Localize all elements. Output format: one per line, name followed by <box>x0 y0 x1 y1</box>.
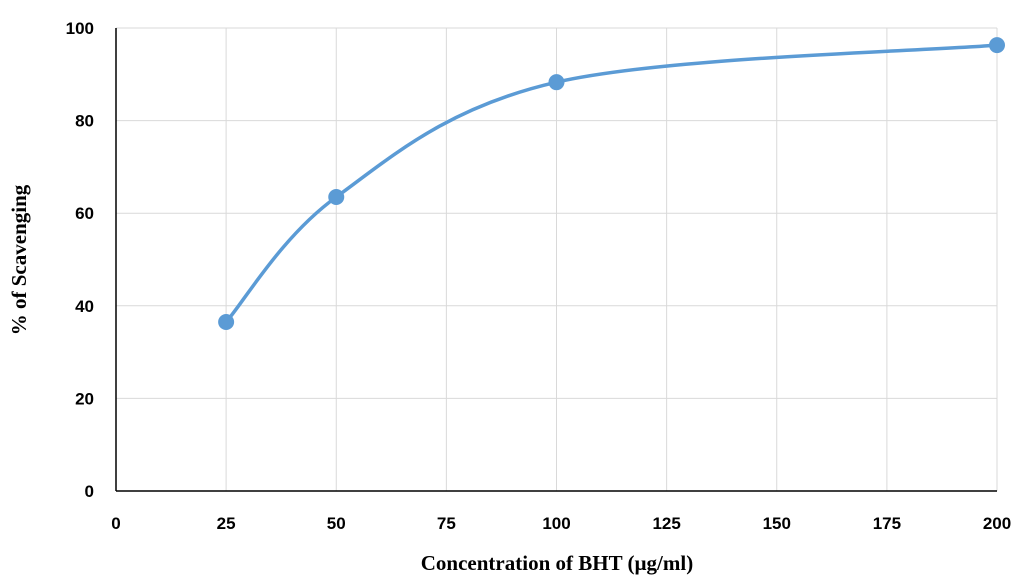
x-tick-label: 25 <box>217 514 236 533</box>
tick-labels: 0 20 40 60 80 100 0 25 50 75 100 125 150 175 200 <box>66 19 1012 533</box>
x-tick-label: 100 <box>542 514 570 533</box>
x-tick-label: 150 <box>763 514 791 533</box>
y-tick-label: 0 <box>85 482 94 501</box>
data-point <box>548 74 565 91</box>
x-tick-label: 50 <box>327 514 346 533</box>
x-tick-label: 125 <box>652 514 680 533</box>
y-tick-label: 100 <box>66 19 94 38</box>
x-tick-label: 200 <box>983 514 1011 533</box>
y-axis-title: % of Scavenging <box>7 184 31 335</box>
data-point <box>218 314 235 331</box>
y-tick-label: 40 <box>75 297 94 316</box>
x-tick-label: 75 <box>437 514 456 533</box>
series <box>218 37 1005 331</box>
y-tick-label: 60 <box>75 204 94 223</box>
axes <box>115 28 997 492</box>
data-point <box>328 188 345 205</box>
y-tick-label: 80 <box>75 112 94 131</box>
data-point <box>989 37 1005 54</box>
x-axis-title: Concentration of BHT (µg/ml) <box>421 551 693 575</box>
x-tick-label: 0 <box>111 514 120 533</box>
grid <box>116 27 998 491</box>
x-tick-label: 175 <box>873 514 901 533</box>
y-tick-label: 20 <box>75 389 94 408</box>
series-line <box>224 43 999 324</box>
